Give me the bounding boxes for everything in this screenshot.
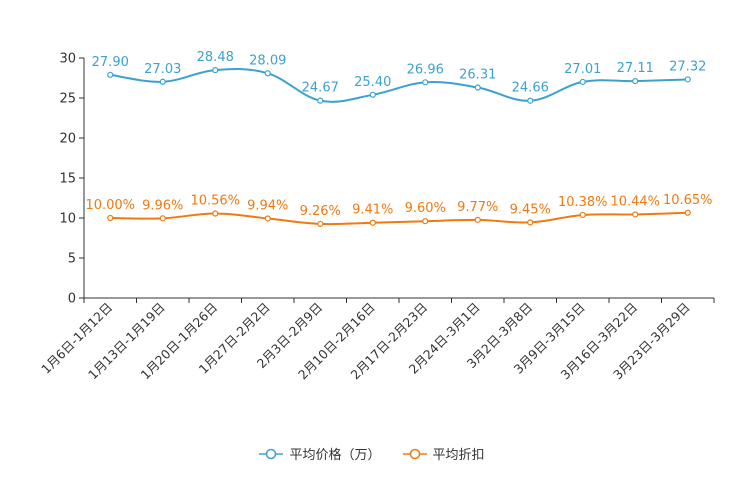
price-point [579, 78, 586, 86]
price-point [159, 78, 166, 85]
discount-point [369, 219, 376, 226]
price-point [684, 76, 691, 83]
price-point [264, 70, 271, 77]
discount-data-label: 9.94% [247, 198, 288, 213]
legend-price-marker-icon [259, 448, 284, 459]
discount-point [632, 211, 639, 218]
discount-data-label: 9.77% [457, 200, 498, 215]
price-data-label: 27.90 [92, 55, 129, 70]
series-discount: 10.00% 9.96% 10.56% 9.94% 9.26% 9.41% 9.60% 9.7… [85, 193, 713, 228]
discount-point [474, 216, 481, 223]
discount-data-label: 9.45% [510, 202, 551, 217]
discount-data-label: 9.26% [300, 204, 341, 219]
legend-discount-label: 平均折扣 [432, 448, 485, 463]
legend-item-discount[interactable]: 平均折扣 [402, 444, 485, 463]
discount-data-label: 10.44% [610, 194, 660, 209]
discount-data-label: 9.41% [352, 203, 393, 218]
legend-item-price[interactable]: 平均价格（万） [259, 444, 381, 463]
price-point [527, 97, 534, 104]
y-tick-label: 5 [68, 252, 76, 267]
discount-point [159, 215, 166, 222]
x-axis: 1月6日-1月12日1月13日-1月19日1月20日-1月26日1月27日-2月… [38, 297, 715, 382]
price-data-label: 24.67 [302, 81, 339, 96]
price-point [212, 67, 219, 74]
y-tick-label: 0 [68, 292, 76, 307]
price-line [110, 68, 688, 103]
discount-data-label: 10.65% [663, 193, 713, 208]
discount-data-label: 9.60% [405, 201, 446, 216]
series-price: 27.90 27.03 28.48 28.09 24.67 25.40 26.96 26.31… [92, 50, 706, 104]
legend: 平均价格（万） 平均折扣 [0, 444, 744, 463]
price-data-label: 28.09 [249, 53, 286, 68]
price-data-label: 27.11 [617, 61, 654, 76]
discount-point [317, 220, 324, 228]
discount-point [527, 219, 534, 226]
discount-point [579, 211, 586, 219]
discount-point [422, 218, 429, 225]
y-tick-label: 10 [59, 212, 76, 227]
discount-point [107, 214, 114, 222]
price-data-label: 28.48 [197, 50, 234, 65]
y-tick-label: 15 [59, 172, 76, 187]
discount-data-label: 10.38% [558, 195, 608, 210]
legend-price-label: 平均价格（万） [289, 448, 381, 463]
price-point [317, 97, 324, 104]
price-data-label: 27.01 [564, 62, 601, 77]
price-point [474, 84, 481, 91]
price-point [369, 91, 376, 98]
price-data-label: 27.32 [669, 59, 706, 74]
legend-discount-marker-icon [402, 448, 427, 459]
y-tick-label: 25 [59, 92, 76, 107]
price-data-label: 26.31 [459, 68, 496, 83]
price-data-label: 26.96 [407, 62, 444, 77]
price-point [632, 78, 639, 85]
discount-point [212, 210, 219, 217]
discount-line [110, 211, 688, 226]
series-layer: 27.90 27.03 28.48 28.09 24.67 25.40 26.96 26.31… [85, 50, 713, 228]
discount-point [264, 215, 271, 222]
price-data-label: 24.66 [512, 81, 549, 96]
price-data-label: 27.03 [144, 62, 181, 77]
price-point [422, 79, 429, 86]
y-tick-label: 20 [59, 132, 76, 147]
price-point [107, 71, 114, 78]
y-axis: 0 5 10 15 20 25 30 [59, 52, 85, 307]
discount-data-label: 9.96% [142, 198, 183, 213]
discount-data-label: 10.56% [190, 194, 240, 209]
discount-data-label: 10.00% [85, 198, 135, 213]
discount-point [684, 209, 691, 216]
y-tick-label: 30 [59, 52, 76, 67]
price-data-label: 25.40 [354, 75, 391, 90]
